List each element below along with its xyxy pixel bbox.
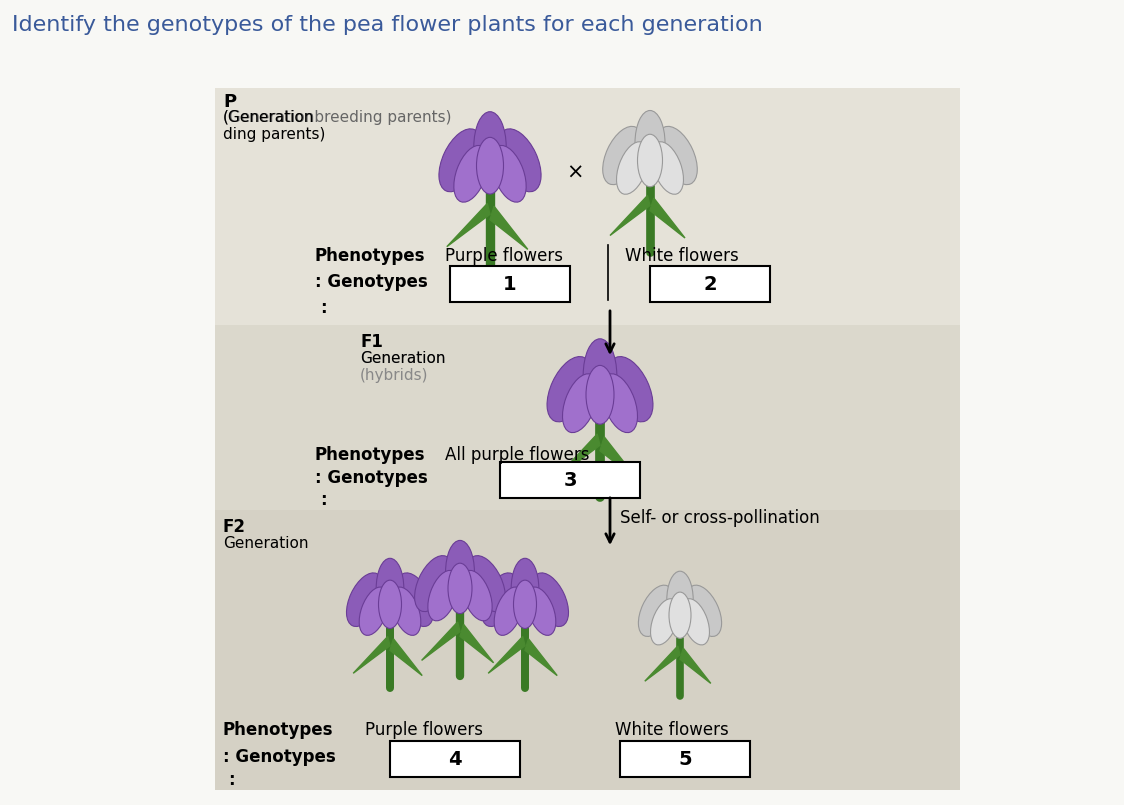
- Ellipse shape: [474, 112, 506, 182]
- Text: All purple flowers: All purple flowers: [445, 446, 589, 464]
- Ellipse shape: [635, 110, 665, 175]
- Bar: [215, 325, 960, 510]
- Ellipse shape: [391, 587, 420, 635]
- Ellipse shape: [428, 571, 459, 621]
- Polygon shape: [353, 637, 390, 673]
- Polygon shape: [680, 648, 710, 683]
- Text: Identify the genotypes of the pea flower plants for each generation: Identify the genotypes of the pea flower…: [12, 15, 763, 35]
- Bar: [215, 510, 960, 790]
- Ellipse shape: [617, 142, 649, 194]
- Text: P: P: [223, 93, 236, 111]
- Ellipse shape: [562, 374, 598, 432]
- Ellipse shape: [638, 585, 673, 637]
- Text: :: :: [320, 299, 327, 317]
- Ellipse shape: [514, 580, 536, 629]
- Ellipse shape: [511, 559, 538, 618]
- Ellipse shape: [481, 573, 518, 626]
- Polygon shape: [390, 639, 423, 675]
- Ellipse shape: [360, 587, 389, 635]
- Text: F1: F1: [360, 333, 383, 351]
- Polygon shape: [600, 437, 640, 481]
- Polygon shape: [447, 204, 490, 246]
- Ellipse shape: [462, 571, 492, 621]
- Ellipse shape: [608, 357, 653, 422]
- Ellipse shape: [681, 599, 709, 645]
- Text: 4: 4: [448, 749, 462, 769]
- Polygon shape: [645, 646, 680, 681]
- Ellipse shape: [526, 587, 555, 635]
- Polygon shape: [490, 206, 528, 250]
- Text: White flowers: White flowers: [615, 721, 728, 739]
- Ellipse shape: [583, 339, 617, 411]
- Ellipse shape: [586, 365, 614, 424]
- Text: 5: 5: [678, 749, 691, 769]
- Text: White flowers: White flowers: [625, 247, 738, 265]
- Text: : Genotypes: : Genotypes: [315, 469, 428, 487]
- Text: : Genotypes: : Genotypes: [223, 748, 336, 766]
- Polygon shape: [525, 639, 558, 675]
- Ellipse shape: [415, 555, 453, 612]
- Ellipse shape: [658, 126, 697, 184]
- Ellipse shape: [498, 129, 541, 192]
- Ellipse shape: [637, 134, 662, 187]
- Text: F2: F2: [223, 518, 246, 536]
- Bar: [500, 462, 640, 498]
- Polygon shape: [488, 637, 525, 673]
- Bar: [215, 88, 960, 325]
- Ellipse shape: [397, 573, 434, 626]
- Text: :: :: [228, 771, 235, 789]
- Ellipse shape: [651, 599, 679, 645]
- Text: : Genotypes: : Genotypes: [315, 273, 428, 291]
- Text: (Generation
ding parents): (Generation ding parents): [223, 110, 325, 142]
- Ellipse shape: [377, 559, 404, 618]
- Text: Phenotypes: Phenotypes: [315, 446, 426, 464]
- Ellipse shape: [495, 587, 524, 635]
- Text: 2: 2: [704, 275, 717, 294]
- Text: 3: 3: [563, 470, 577, 489]
- Ellipse shape: [379, 580, 401, 629]
- Text: Phenotypes: Phenotypes: [223, 721, 334, 739]
- Ellipse shape: [468, 555, 506, 612]
- Polygon shape: [610, 196, 650, 236]
- Text: Purple flowers: Purple flowers: [445, 247, 563, 265]
- Text: 1: 1: [504, 275, 517, 294]
- Text: Phenotypes: Phenotypes: [315, 247, 426, 265]
- Ellipse shape: [687, 585, 722, 637]
- Text: :: :: [320, 491, 327, 509]
- Text: ×: ×: [566, 163, 583, 183]
- Bar: [620, 741, 750, 777]
- Text: Generation: Generation: [223, 536, 308, 551]
- Ellipse shape: [445, 540, 474, 603]
- Ellipse shape: [439, 129, 482, 192]
- Ellipse shape: [602, 126, 642, 184]
- Ellipse shape: [547, 357, 591, 422]
- Bar: [650, 266, 770, 302]
- Text: Generation
(hybrids): Generation (hybrids): [360, 351, 445, 383]
- Ellipse shape: [346, 573, 383, 626]
- Ellipse shape: [477, 138, 504, 194]
- Ellipse shape: [448, 564, 472, 613]
- Polygon shape: [460, 625, 493, 663]
- Ellipse shape: [532, 573, 569, 626]
- Polygon shape: [422, 622, 460, 660]
- Ellipse shape: [652, 142, 683, 194]
- Bar: [390, 741, 520, 777]
- Ellipse shape: [491, 146, 526, 202]
- Text: Purple flowers: Purple flowers: [365, 721, 483, 739]
- Polygon shape: [650, 198, 685, 238]
- Text: Self- or cross-pollination: Self- or cross-pollination: [620, 509, 819, 527]
- Polygon shape: [555, 434, 600, 479]
- Ellipse shape: [601, 374, 637, 432]
- Bar: [450, 266, 570, 302]
- Text: (Generationbreeding parents): (Generationbreeding parents): [223, 110, 452, 125]
- Ellipse shape: [667, 572, 694, 629]
- Ellipse shape: [454, 146, 488, 202]
- Ellipse shape: [669, 592, 691, 638]
- Text: Generation: Generation: [360, 351, 445, 366]
